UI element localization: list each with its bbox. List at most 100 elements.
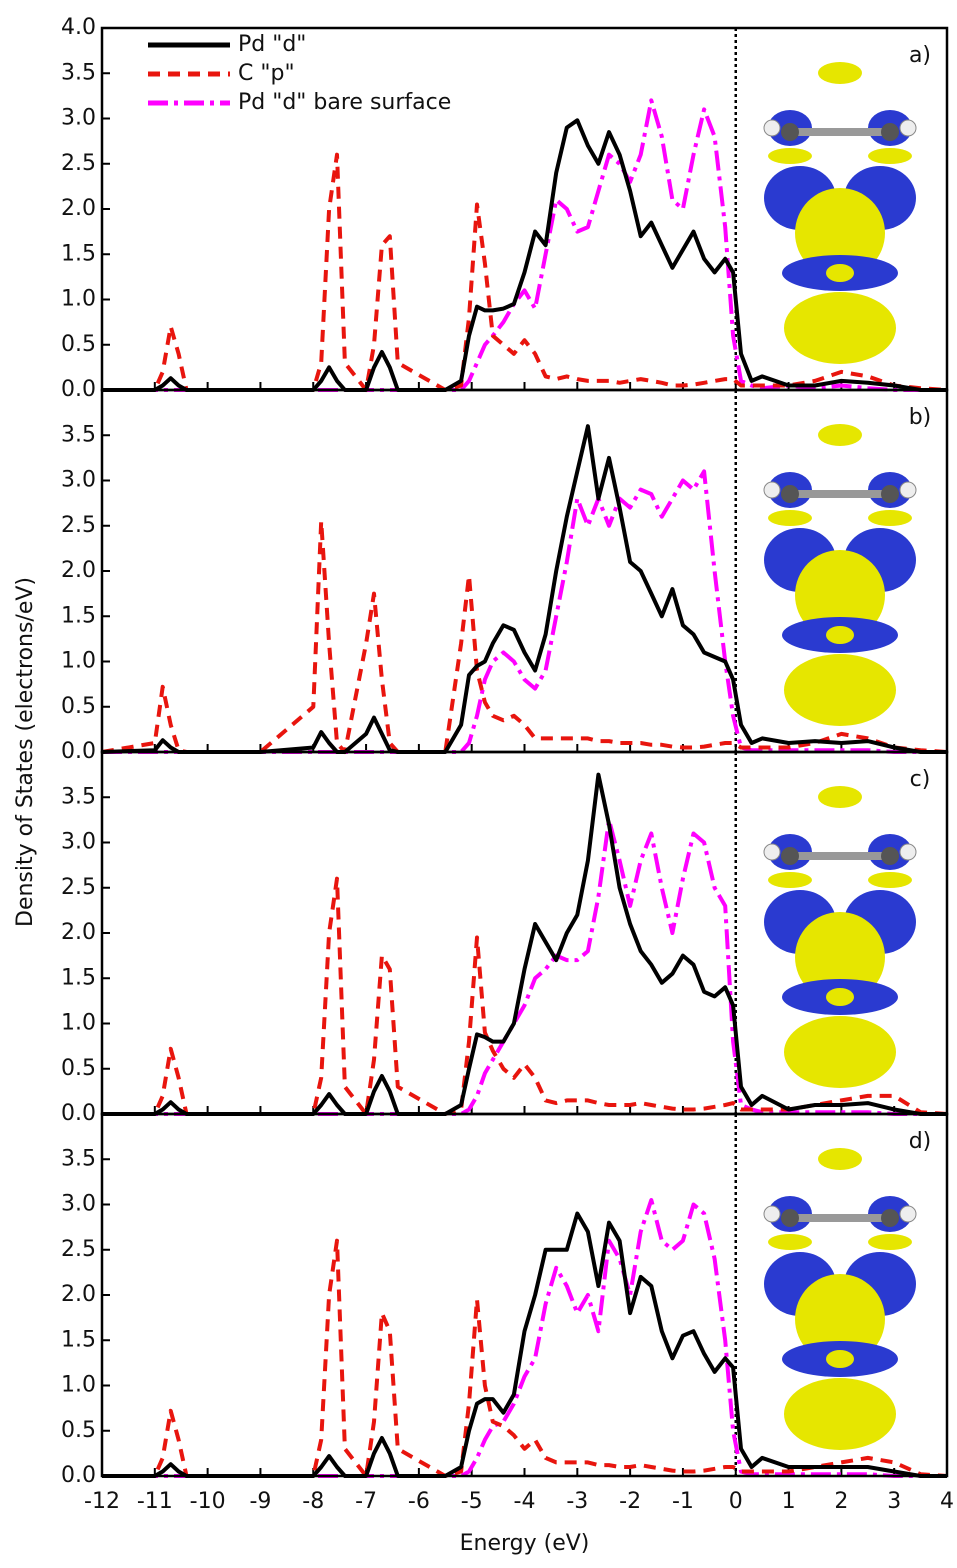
atom [899, 481, 917, 499]
panel-label: d) [909, 1129, 932, 1154]
y-tick-label: 3.5 [61, 60, 96, 85]
atom [899, 1205, 917, 1223]
atom [763, 843, 781, 861]
atom [781, 847, 799, 865]
x-tick-label: 2 [834, 1489, 848, 1514]
orbital-lobe [768, 872, 812, 888]
atom [881, 485, 899, 503]
molecule-inset [763, 786, 917, 1088]
molecule-inset [763, 1148, 917, 1450]
orbital-lobe [795, 1274, 885, 1364]
orbital-lobe [768, 510, 812, 526]
panel-label: a) [909, 43, 931, 68]
orbital-lobe [826, 1350, 854, 1368]
x-axis-label: Energy (eV) [460, 1531, 590, 1556]
orbital-lobe [818, 424, 862, 446]
orbital-lobe [868, 510, 912, 526]
y-tick-label: 3.5 [61, 422, 96, 447]
orbital-lobe [868, 872, 912, 888]
y-tick-label: 0.0 [61, 377, 96, 402]
x-tick-label: -4 [514, 1489, 536, 1514]
y-tick-label: 1.0 [61, 1011, 96, 1036]
x-tick-label: 0 [729, 1489, 743, 1514]
y-tick-label: 1.0 [61, 287, 96, 312]
x-tick-label: 3 [887, 1489, 901, 1514]
atom [781, 123, 799, 141]
orbital-lobe [868, 148, 912, 164]
x-tick-label: -2 [619, 1489, 641, 1514]
y-tick-label: 3.5 [61, 784, 96, 809]
molecule-inset [763, 424, 917, 726]
y-tick-label: 2.5 [61, 875, 96, 900]
orbital-lobe [795, 188, 885, 278]
y-tick-label: 0.0 [61, 739, 96, 764]
y-tick-label: 3.0 [61, 1192, 96, 1217]
panel-label: b) [909, 405, 932, 430]
y-tick-label: 1.0 [61, 1373, 96, 1398]
y-tick-label: 1.5 [61, 241, 96, 266]
y-tick-label: 0.0 [61, 1463, 96, 1488]
y-tick-label: 1.5 [61, 1327, 96, 1352]
orbital-lobe [768, 1234, 812, 1250]
dos-line [102, 152, 948, 392]
orbital-lobe [784, 292, 896, 364]
y-tick-label: 0.5 [61, 332, 96, 357]
orbital-lobe [826, 626, 854, 644]
legend-label: Pd "d" [238, 32, 306, 57]
orbital-lobe [768, 148, 812, 164]
orbital-lobe [784, 654, 896, 726]
y-tick-label: 0.5 [61, 1418, 96, 1443]
molecule-inset [763, 62, 917, 364]
y-tick-label: 2.0 [61, 920, 96, 945]
y-tick-label: 2.5 [61, 513, 96, 538]
x-tick-label: -12 [84, 1489, 120, 1514]
atom [781, 485, 799, 503]
orbital-lobe [795, 912, 885, 1002]
dos-line [102, 876, 948, 1116]
atom [881, 1209, 899, 1227]
orbital-lobe [818, 1148, 862, 1170]
y-tick-label: 4.0 [61, 15, 96, 40]
orbital-lobe [795, 550, 885, 640]
atom [899, 843, 917, 861]
atom [881, 123, 899, 141]
y-tick-label: 0.5 [61, 694, 96, 719]
orbital-lobe [784, 1016, 896, 1088]
x-tick-label: -8 [302, 1489, 324, 1514]
orbital-lobe [868, 1234, 912, 1250]
orbital-lobe [826, 988, 854, 1006]
atom [899, 119, 917, 137]
x-tick-label: -9 [249, 1489, 271, 1514]
y-tick-label: 2.5 [61, 1237, 96, 1262]
orbital-lobe [818, 62, 862, 84]
plot-frame [100, 1112, 949, 1478]
y-tick-label: 3.5 [61, 1146, 96, 1171]
x-tick-label: -10 [190, 1489, 226, 1514]
y-axis-label: Density of States (electrons/eV) [13, 577, 38, 927]
atom [781, 1209, 799, 1227]
legend-label: Pd "d" bare surface [238, 90, 451, 115]
y-tick-label: 2.0 [61, 1282, 96, 1307]
x-tick-label: 4 [940, 1489, 954, 1514]
atom [881, 847, 899, 865]
y-tick-label: 2.5 [61, 151, 96, 176]
x-tick-label: -7 [355, 1489, 377, 1514]
panel-label: c) [910, 767, 931, 792]
y-tick-label: 1.5 [61, 965, 96, 990]
y-tick-label: 2.0 [61, 196, 96, 221]
x-tick-label: -11 [137, 1489, 173, 1514]
y-tick-label: 3.0 [61, 106, 96, 131]
y-tick-label: 3.0 [61, 468, 96, 493]
y-tick-label: 3.0 [61, 830, 96, 855]
atom [763, 1205, 781, 1223]
atom [763, 481, 781, 499]
orbital-lobe [784, 1378, 896, 1450]
x-tick-label: -5 [461, 1489, 483, 1514]
legend-label: C "p" [238, 61, 295, 86]
dos-line [101, 519, 948, 754]
y-tick-label: 2.0 [61, 558, 96, 583]
y-tick-label: 1.5 [61, 603, 96, 628]
y-tick-label: 1.0 [61, 649, 96, 674]
